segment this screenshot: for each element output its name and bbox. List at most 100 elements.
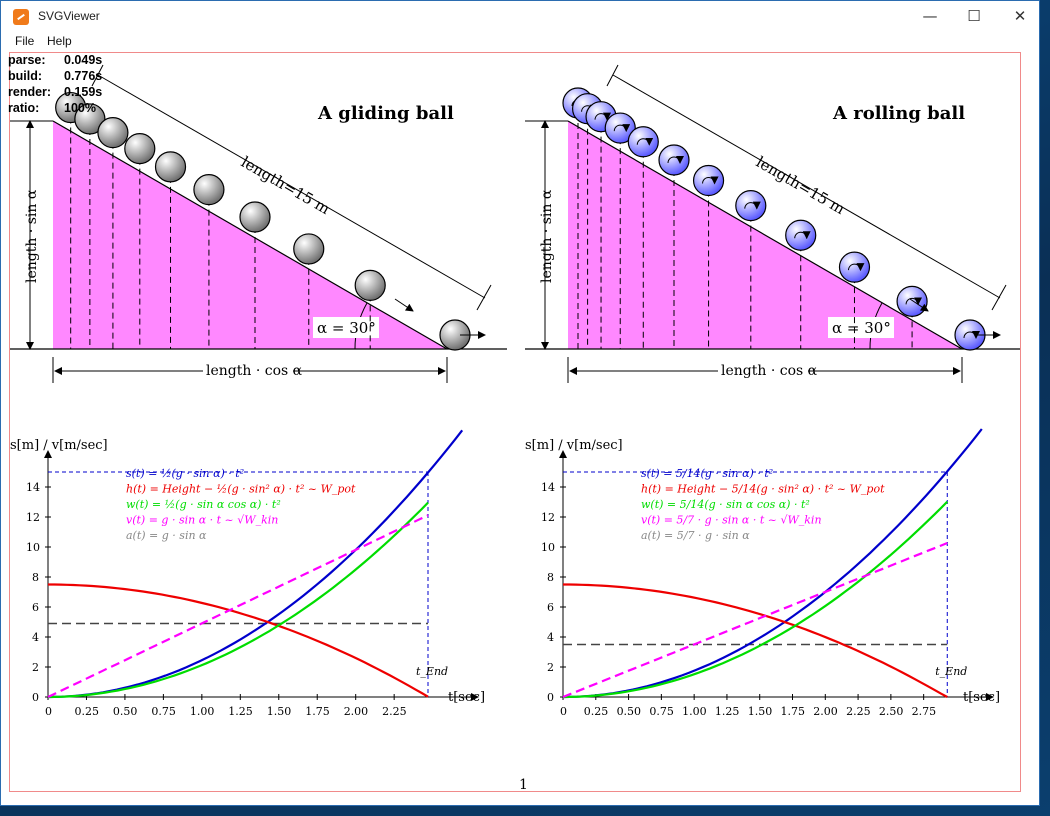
- slope-line: [52, 120, 448, 350]
- slope-line: [567, 120, 963, 350]
- page-number: 1: [519, 777, 528, 791]
- x-tick-label: 2.25: [382, 705, 407, 718]
- formula-s: s(t) = 5/14(g · sin α) · t²: [641, 467, 773, 480]
- rotation-icon: [963, 330, 980, 339]
- menu-file[interactable]: File: [15, 34, 35, 48]
- height-label: length · sin α: [539, 189, 555, 283]
- panel-title: A rolling ball: [832, 103, 965, 124]
- x-tick-label: 2.00: [344, 705, 369, 718]
- angle-label-bg: [313, 317, 379, 338]
- velocity-arrow: [394, 298, 414, 312]
- x-tick-label: 0: [45, 705, 52, 718]
- x-tick-label: 0.75: [151, 705, 176, 718]
- incline-panel-roll: length · sin α length · cos α length=15 m A…: [525, 64, 1022, 383]
- ball: [838, 251, 871, 283]
- x-tick-label: 2.50: [879, 705, 904, 718]
- ball: [193, 174, 225, 206]
- ball: [354, 269, 386, 301]
- title-bar[interactable]: SVGViewer — ☐ ✕: [1, 1, 1039, 32]
- ball: [604, 112, 636, 144]
- rotation-icon: [667, 155, 684, 164]
- y-tick-label: 14: [541, 481, 555, 494]
- ball: [97, 117, 129, 149]
- formula-h: h(t) = Height − 5/14(g · sin² α) · t² ~ …: [641, 483, 885, 496]
- x-tick-label: 2.25: [846, 705, 871, 718]
- stat-ratio: ratio: 100%: [8, 100, 102, 116]
- formula-a: a(t) = g · sin α: [126, 529, 207, 542]
- maximize-button[interactable]: ☐: [967, 7, 981, 25]
- x-tick-label: 0.25: [584, 705, 609, 718]
- rotation-icon: [594, 112, 612, 121]
- t-end-label: t_End: [416, 665, 448, 678]
- x-tick-label: 1.50: [748, 705, 773, 718]
- menu-bar: File Help: [1, 32, 1039, 52]
- formula-s: s(t) = ½(g · sin α) · t²: [126, 467, 244, 480]
- y-tick-label: 6: [32, 601, 39, 614]
- y-tick-label: 6: [547, 601, 554, 614]
- ball: [735, 190, 767, 222]
- series-line-s: [47, 429, 464, 699]
- y-tick-label: 8: [32, 571, 39, 584]
- y-tick-label: 4: [32, 631, 39, 644]
- formula-w: w(t) = 5/14(g · sin α cos α) · t²: [641, 498, 810, 511]
- x-tick-label: 2.75: [912, 705, 937, 718]
- window-title: SVGViewer: [38, 9, 100, 23]
- svg-canvas: length · sin α length · cos α length=15 m A…: [9, 52, 1022, 793]
- stat-label: render:: [8, 85, 52, 99]
- app-icon: [13, 9, 29, 25]
- rotation-icon: [905, 297, 923, 306]
- menu-help[interactable]: Help: [47, 34, 72, 48]
- x-axis-label: t[sec]: [448, 690, 485, 705]
- render-stats: parse: 0.049s build: 0.776s render: 0.159s …: [8, 52, 102, 116]
- ball: [154, 151, 187, 183]
- x-tick-label: 0.50: [113, 705, 138, 718]
- ball: [896, 285, 928, 317]
- length-tick: [91, 64, 104, 87]
- y-tick-label: 4: [547, 631, 554, 644]
- length-tick: [991, 284, 1007, 311]
- formula-a: a(t) = 5/7 · g · sin α: [641, 529, 750, 542]
- series-line-h: [48, 583, 429, 698]
- drawing-svg: length · sin α length · cos α length=15 m A…: [10, 64, 1022, 793]
- rotation-icon: [613, 124, 631, 133]
- series-line-v: [562, 541, 948, 699]
- chart-roll: s[m] / v[m/sec] t[sec] 0 2 4 6 8 10 12 14 0 0.25 0.5…: [525, 428, 1000, 718]
- y-tick-label: 12: [26, 511, 40, 524]
- t-end-label: t_End: [935, 665, 967, 678]
- length-label: length=15 m: [753, 153, 848, 218]
- ball: [74, 103, 106, 135]
- panel-title: A gliding ball: [317, 103, 454, 124]
- rotation-icon: [636, 137, 654, 146]
- chart-glide: s[m] / v[m/sec] t[sec] 0 2 4 6 8 10 12 14 0 0.25 0.5…: [10, 429, 485, 718]
- ball: [785, 219, 817, 251]
- y-tick-label: 10: [541, 541, 555, 554]
- ball: [692, 164, 725, 197]
- rotation-icon: [702, 176, 719, 185]
- rotation-icon: [847, 263, 865, 272]
- formula-v: v(t) = 5/7 · g · sin α · t ~ √W_kin: [641, 514, 822, 527]
- x-tick-label: 1.25: [715, 705, 740, 718]
- y-tick-label: 0: [547, 691, 554, 704]
- base-label: length · cos α: [206, 363, 303, 379]
- base-label-bg: [203, 361, 293, 379]
- y-axis-label: s[m] / v[m/sec]: [10, 438, 108, 453]
- x-tick-label: 0.25: [74, 705, 99, 718]
- length-tick: [606, 64, 619, 87]
- stat-value: 0.776s: [64, 69, 103, 83]
- x-tick-label: 1.00: [190, 705, 215, 718]
- minimize-button[interactable]: —: [922, 7, 938, 25]
- stat-build: build: 0.776s: [8, 68, 102, 84]
- stat-label: build:: [8, 69, 43, 83]
- close-button[interactable]: ✕: [1013, 7, 1027, 25]
- stat-label: ratio:: [8, 101, 40, 115]
- x-tick-label: 1.75: [305, 705, 330, 718]
- y-tick-label: 2: [547, 661, 554, 674]
- y-tick-label: 10: [26, 541, 40, 554]
- x-tick-label: 1.50: [267, 705, 292, 718]
- y-tick-label: 14: [26, 481, 40, 494]
- stat-label: parse:: [8, 53, 46, 67]
- formula-h: h(t) = Height − ½(g · sin² α) · t² ~ W_p…: [126, 483, 356, 496]
- base-label: length · cos α: [721, 363, 818, 379]
- x-tick-label: 1.75: [781, 705, 806, 718]
- ball: [627, 126, 659, 158]
